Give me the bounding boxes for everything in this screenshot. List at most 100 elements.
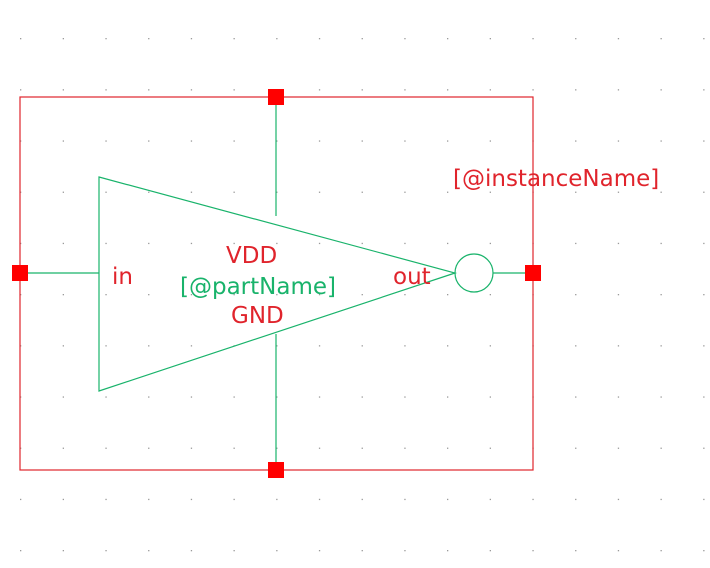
grid-dot (404, 140, 406, 142)
grid-dot (660, 89, 662, 91)
instance-name-label[interactable]: [@instanceName] (453, 166, 659, 192)
grid-dot (276, 140, 278, 142)
grid-dot (703, 550, 705, 552)
grid-dot (703, 396, 705, 398)
grid-dot (489, 447, 491, 449)
grid-dot (447, 447, 449, 449)
grid-dot (318, 242, 321, 245)
grid-dot (62, 140, 64, 142)
part-name-label[interactable]: [@partName] (180, 274, 336, 300)
grid-dot (489, 140, 491, 142)
grid-dot (532, 89, 534, 91)
grid-dot (276, 345, 278, 347)
grid-dot (105, 396, 107, 398)
grid-dot (190, 447, 193, 449)
vdd-pin[interactable] (268, 89, 284, 105)
grid-dot (276, 447, 278, 449)
grid-dot (105, 345, 107, 347)
grid-dot (148, 498, 150, 501)
grid-dot (617, 191, 620, 193)
grid-dot (190, 89, 193, 91)
grid-dot (575, 447, 577, 449)
grid-dot (575, 38, 577, 40)
grid-dot (404, 294, 406, 296)
grid-dot (404, 89, 406, 91)
grid-dot (447, 498, 449, 501)
vdd-label: VDD (226, 243, 277, 269)
grid-dot (20, 396, 22, 398)
grid-dot (617, 89, 620, 91)
input-pin[interactable] (12, 265, 28, 281)
grid-dot (617, 447, 620, 449)
grid-dot (361, 396, 363, 398)
grid-dot (62, 447, 64, 449)
inverter-triangle-icon[interactable] (98, 176, 458, 392)
grid-dot (105, 140, 107, 142)
grid-dot (489, 38, 491, 40)
grid-dot (703, 38, 705, 40)
grid-dot (489, 191, 491, 193)
grid-dot (62, 550, 64, 552)
grid-dot (20, 89, 22, 91)
grid-dot (532, 38, 534, 40)
grid-dot (489, 396, 491, 398)
grid-dot (447, 550, 449, 552)
grid-dot (190, 140, 193, 142)
grid-dot (575, 89, 577, 91)
grid-dot (318, 140, 321, 142)
grid-dot (148, 242, 150, 245)
gnd-pin[interactable] (268, 462, 284, 478)
grid-dot (447, 345, 449, 347)
grid-dot (318, 498, 321, 501)
grid-dot (404, 550, 406, 552)
grid-dot (276, 242, 278, 245)
grid-dot (20, 447, 22, 449)
grid-dot (660, 396, 662, 398)
grid-dot (318, 550, 321, 552)
grid-dot (318, 345, 321, 347)
grid-dot (62, 89, 64, 91)
grid-dot (703, 447, 705, 449)
grid-dot (703, 89, 705, 91)
grid-dot (148, 191, 150, 193)
grid-dot (404, 242, 406, 245)
grid-dot (617, 345, 620, 347)
grid-dot (532, 498, 534, 501)
grid-dot (62, 396, 64, 398)
grid-dot (361, 550, 363, 552)
bubble-icon[interactable] (454, 253, 494, 293)
grid-dot (105, 242, 107, 245)
grid-dot (105, 294, 107, 296)
grid-dot (489, 345, 491, 347)
grid-dot (660, 345, 662, 347)
grid-dot (276, 294, 278, 296)
grid-dot (404, 191, 406, 193)
grid-dot (20, 140, 22, 142)
grid-dot (190, 242, 193, 245)
grid-dot (404, 396, 406, 398)
grid-dot (361, 345, 363, 347)
grid-dot (20, 550, 22, 552)
grid-dot (361, 498, 363, 501)
grid-dot (617, 550, 620, 552)
grid-dot (703, 242, 705, 245)
grid-dot (318, 38, 321, 40)
grid-dot (148, 396, 150, 398)
grid-dot (233, 447, 235, 449)
grid-dot (105, 447, 107, 449)
grid-dot (62, 294, 64, 296)
grid-dot (190, 345, 193, 347)
grid-dot (532, 550, 534, 552)
grid-dot (62, 191, 64, 193)
grid-dot (617, 140, 620, 142)
grid-dot (105, 89, 107, 91)
grid-dot (617, 38, 620, 40)
output-pin[interactable] (525, 265, 541, 281)
grid-dot (318, 191, 321, 193)
grid-dot (617, 396, 620, 398)
grid-dot (20, 294, 22, 296)
grid-dot (404, 447, 406, 449)
grid-dot (361, 89, 363, 91)
grid-dot (575, 498, 577, 501)
